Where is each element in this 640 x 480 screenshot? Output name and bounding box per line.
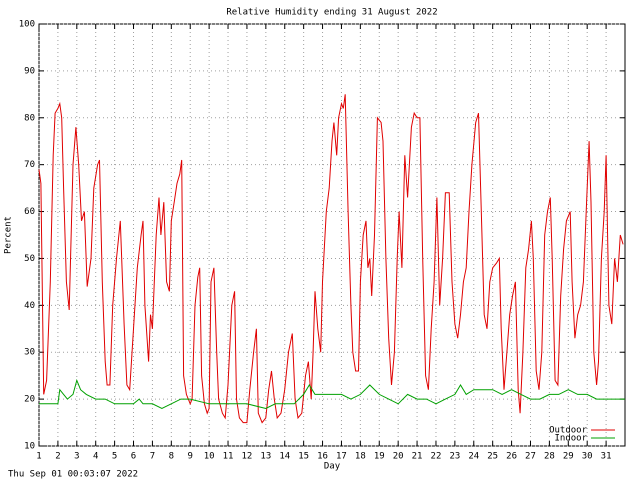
x-tick-label: 26 — [506, 452, 517, 462]
y-tick-label: 80 — [24, 113, 35, 123]
y-tick-label: 40 — [24, 301, 35, 311]
data-line — [39, 378, 625, 410]
x-tick-label: 18 — [355, 452, 366, 462]
x-tick-label: 8 — [169, 452, 174, 462]
x-tick-label: 11 — [223, 452, 234, 462]
x-tick-label: 12 — [242, 452, 253, 462]
plot-frame — [38, 23, 626, 447]
x-tick-label: 24 — [468, 452, 479, 462]
y-tick-label: 50 — [24, 254, 35, 264]
x-tick-label: 10 — [204, 452, 215, 462]
x-tick-label: 31 — [601, 452, 612, 462]
footer: Thu Sep 01 00:03:07 2022 — [8, 470, 138, 480]
x-tick-label: 5 — [112, 452, 117, 462]
x-tick-label: 29 — [563, 452, 574, 462]
x-tick-label: 27 — [525, 452, 536, 462]
x-tick-label: 9 — [188, 452, 193, 462]
x-axis-label: Day — [324, 462, 341, 472]
x-tick-label: 20 — [393, 452, 404, 462]
y-axis-label: Percent — [4, 216, 14, 254]
x-tick-label: 14 — [279, 452, 290, 462]
legend-label: Indoor — [554, 434, 587, 444]
chart-title: Relative Humidity ending 31 August 2022 — [226, 8, 437, 18]
x-tick-label: 28 — [544, 452, 555, 462]
x-tick-label: 16 — [317, 452, 328, 462]
x-tick-label: 4 — [93, 452, 98, 462]
y-tick-label: 30 — [24, 348, 35, 358]
y-tick-label: 60 — [24, 207, 35, 217]
x-tick-label: 22 — [431, 452, 442, 462]
y-tick-label: 70 — [24, 160, 35, 170]
x-tick-label: 17 — [336, 452, 347, 462]
x-tick-label: 13 — [260, 452, 271, 462]
y-tick-label: 10 — [24, 442, 35, 452]
x-tick-label: 1 — [36, 452, 41, 462]
y-tick-label: 20 — [24, 395, 35, 405]
x-tick-label: 21 — [412, 452, 423, 462]
x-tick-label: 6 — [131, 452, 136, 462]
x-tick-label: 19 — [374, 452, 385, 462]
x-tick-label: 2 — [55, 452, 60, 462]
x-tick-label: 15 — [298, 452, 309, 462]
x-tick-label: 3 — [74, 452, 79, 462]
legend-label: Outdoor — [549, 426, 588, 436]
x-tick-label: 25 — [487, 452, 498, 462]
data-line — [38, 94, 624, 424]
y-tick-label: 100 — [19, 20, 35, 30]
y-tick-label: 90 — [24, 66, 35, 76]
x-tick-label: 23 — [449, 452, 460, 462]
x-tick-label: 7 — [150, 452, 155, 462]
x-tick-label: 30 — [582, 452, 593, 462]
